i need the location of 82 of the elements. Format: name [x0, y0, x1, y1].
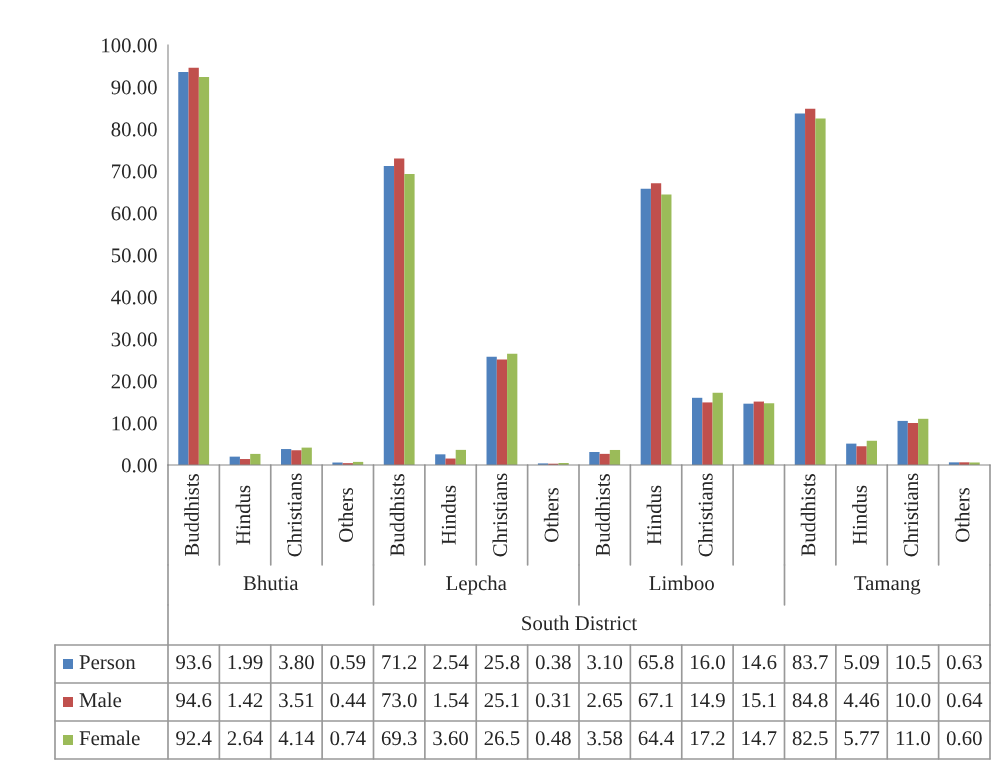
- data-label: 69.3: [381, 731, 417, 746]
- data-label: 3.51: [279, 693, 314, 708]
- data-label: 10.5: [896, 655, 931, 670]
- data-label: 14.7: [742, 731, 777, 746]
- y-tick-label: 80.00: [111, 122, 157, 137]
- x-tick-label: Christians: [286, 473, 302, 557]
- data-label: 26.5: [484, 731, 520, 746]
- x-tick-label: Hindus: [235, 485, 251, 545]
- y-tick-label: 90.00: [111, 80, 157, 95]
- x-tick-label: Others: [954, 487, 970, 542]
- data-label: 15.1: [742, 693, 776, 708]
- data-label: 0.59: [330, 655, 366, 670]
- data-label: 0.31: [535, 693, 571, 708]
- data-label: 92.4: [176, 731, 212, 746]
- data-label: 10.0: [896, 693, 931, 708]
- data-label: 0.38: [535, 655, 571, 670]
- data-label: 5.77: [844, 731, 880, 746]
- x-tick-label: Others: [543, 487, 559, 542]
- data-label: 16.0: [691, 655, 725, 670]
- y-tick-label: 10.00: [112, 416, 157, 431]
- y-tick-label: 40.00: [111, 290, 157, 305]
- data-label: 93.6: [176, 655, 212, 670]
- data-label: 64.4: [638, 731, 674, 746]
- x-tick-label: Buddhists: [184, 474, 199, 557]
- x-tick-label: Hindus: [852, 485, 867, 545]
- data-label: 0.48: [535, 731, 571, 746]
- data-label: 0.60: [946, 731, 982, 746]
- x-tick-label: Christians: [492, 473, 508, 557]
- data-label: 67.1: [638, 693, 674, 708]
- data-label: 73.0: [382, 693, 417, 708]
- data-label: 1.99: [228, 655, 263, 670]
- data-label: 14.6: [742, 655, 777, 670]
- x-tick-label: Buddhists: [595, 474, 610, 557]
- text: Limboo: [649, 575, 714, 591]
- x-tick-label: Hindus: [646, 485, 662, 545]
- data-label: 3.58: [587, 731, 623, 746]
- data-label: 71.2: [382, 655, 417, 670]
- y-tick-label: 20.00: [111, 374, 157, 389]
- y-tick-label: 30.00: [111, 332, 157, 347]
- data-label: 14.9: [691, 693, 725, 708]
- legend-label: Person: [79, 655, 136, 670]
- x-axis-title: South District: [522, 615, 638, 631]
- data-label: 0.74: [330, 731, 366, 746]
- data-label: 0.44: [330, 693, 366, 708]
- y-tick-label: 70.00: [112, 164, 157, 179]
- data-label: 3.60: [433, 731, 468, 746]
- legend-label: Male: [79, 692, 122, 708]
- data-label: 3.80: [279, 655, 314, 670]
- data-label: 3.10: [587, 655, 623, 670]
- x-tick-label: Christians: [697, 473, 713, 557]
- text: Bhutia: [243, 575, 299, 591]
- x-tick-label: Christians: [903, 473, 919, 557]
- y-tick-label: 100.00: [102, 38, 157, 53]
- data-label: 94.6: [176, 693, 212, 708]
- data-label: 1.42: [228, 693, 263, 708]
- text: Lepcha: [446, 575, 507, 595]
- data-label: 17.2: [691, 731, 725, 746]
- data-label: 25.8: [484, 655, 520, 670]
- data-label: 1.54: [434, 693, 469, 708]
- data-label: 11.0: [896, 731, 930, 746]
- y-tick-label: 50.00: [111, 248, 157, 263]
- y-tick-label: 60.00: [111, 206, 157, 221]
- data-label: 2.65: [587, 693, 623, 708]
- data-label: 4.46: [843, 693, 880, 708]
- data-label: 2.64: [227, 731, 263, 746]
- data-label: 83.7: [792, 655, 828, 670]
- data-label: 25.1: [484, 693, 519, 708]
- data-label: 5.09: [844, 655, 879, 670]
- x-tick-label: Others: [338, 487, 354, 542]
- legend-label: Female: [79, 730, 140, 746]
- data-label: 4.14: [278, 731, 315, 746]
- x-tick-label: Buddhists: [800, 474, 816, 557]
- data-label: 0.63: [946, 655, 982, 670]
- text: Tamang: [854, 576, 921, 595]
- data-label: 2.54: [433, 655, 469, 670]
- data-label: 65.8: [638, 655, 674, 670]
- y-tick-label: 0.00: [121, 458, 157, 473]
- data-label: 0.64: [946, 693, 983, 708]
- data-label: 82.5: [792, 731, 828, 746]
- x-tick-label: Buddhists: [389, 474, 405, 557]
- x-tick-label: Hindus: [441, 485, 456, 545]
- data-label: 84.8: [792, 693, 828, 708]
